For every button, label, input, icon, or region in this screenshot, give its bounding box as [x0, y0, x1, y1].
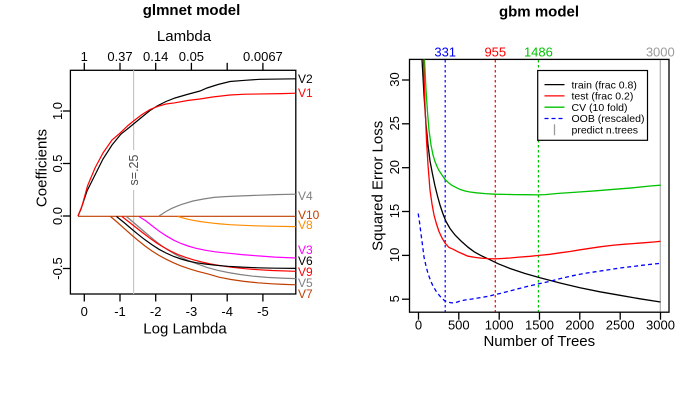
svg-text:V4: V4 [298, 189, 313, 203]
svg-text:V5: V5 [298, 276, 313, 290]
svg-text:331: 331 [434, 45, 456, 60]
svg-text:1.0: 1.0 [50, 102, 65, 120]
svg-text:V7: V7 [298, 287, 313, 301]
svg-text:glmnet model: glmnet model [143, 2, 241, 19]
svg-text:Log Lambda: Log Lambda [143, 321, 227, 338]
svg-text:-3: -3 [186, 304, 198, 319]
svg-text:3000: 3000 [646, 318, 675, 333]
svg-text:Coefficients: Coefficients [34, 129, 51, 207]
svg-text:gbm model: gbm model [499, 4, 579, 21]
svg-text:1000: 1000 [485, 318, 514, 333]
svg-text:3000: 3000 [646, 45, 675, 60]
svg-text:-5: -5 [257, 304, 269, 319]
svg-text:1: 1 [81, 49, 88, 64]
svg-text:1500: 1500 [525, 318, 554, 333]
svg-text:1486: 1486 [524, 45, 553, 60]
svg-text:-0.5: -0.5 [50, 257, 65, 279]
svg-text:V6: V6 [298, 254, 313, 268]
svg-text:0.05: 0.05 [179, 49, 204, 64]
svg-text:30: 30 [387, 72, 402, 86]
svg-text:2500: 2500 [606, 318, 635, 333]
svg-text:0.0: 0.0 [50, 207, 65, 225]
svg-text:15: 15 [387, 204, 402, 218]
svg-text:OOB (rescaled): OOB (rescaled) [572, 113, 645, 125]
svg-text:0: 0 [415, 318, 422, 333]
svg-text:2000: 2000 [565, 318, 594, 333]
svg-text:-1: -1 [114, 304, 126, 319]
svg-text:-2: -2 [150, 304, 162, 319]
svg-text:predict n.trees: predict n.trees [572, 125, 639, 137]
svg-text:0.14: 0.14 [143, 49, 168, 64]
svg-text:V2: V2 [298, 72, 313, 86]
svg-text:5: 5 [387, 295, 402, 302]
svg-text:test (frac 0.2): test (frac 0.2) [572, 91, 634, 103]
svg-text:25: 25 [387, 116, 402, 130]
svg-text:V1: V1 [298, 86, 313, 100]
svg-text:0.37: 0.37 [107, 49, 132, 64]
svg-text:20: 20 [387, 160, 402, 174]
svg-text:0.0067: 0.0067 [243, 49, 283, 64]
svg-text:955: 955 [484, 45, 506, 60]
svg-text:V8: V8 [298, 218, 313, 232]
svg-text:500: 500 [448, 318, 470, 333]
svg-text:s=.25: s=.25 [127, 154, 141, 185]
svg-text:V3: V3 [298, 243, 313, 257]
svg-text:CV (10 fold): CV (10 fold) [572, 102, 628, 114]
svg-text:10: 10 [387, 248, 402, 262]
svg-text:V10: V10 [298, 208, 320, 222]
svg-text:train (frac 0.8): train (frac 0.8) [572, 79, 637, 91]
svg-text:Squared Error Loss: Squared Error Loss [370, 121, 387, 251]
svg-text:Lambda: Lambda [157, 28, 212, 45]
svg-text:Number of Trees: Number of Trees [483, 333, 595, 350]
svg-text:0.5: 0.5 [50, 154, 65, 172]
svg-text:-4: -4 [221, 304, 233, 319]
svg-text:0: 0 [81, 304, 88, 319]
svg-text:V9: V9 [298, 265, 313, 279]
